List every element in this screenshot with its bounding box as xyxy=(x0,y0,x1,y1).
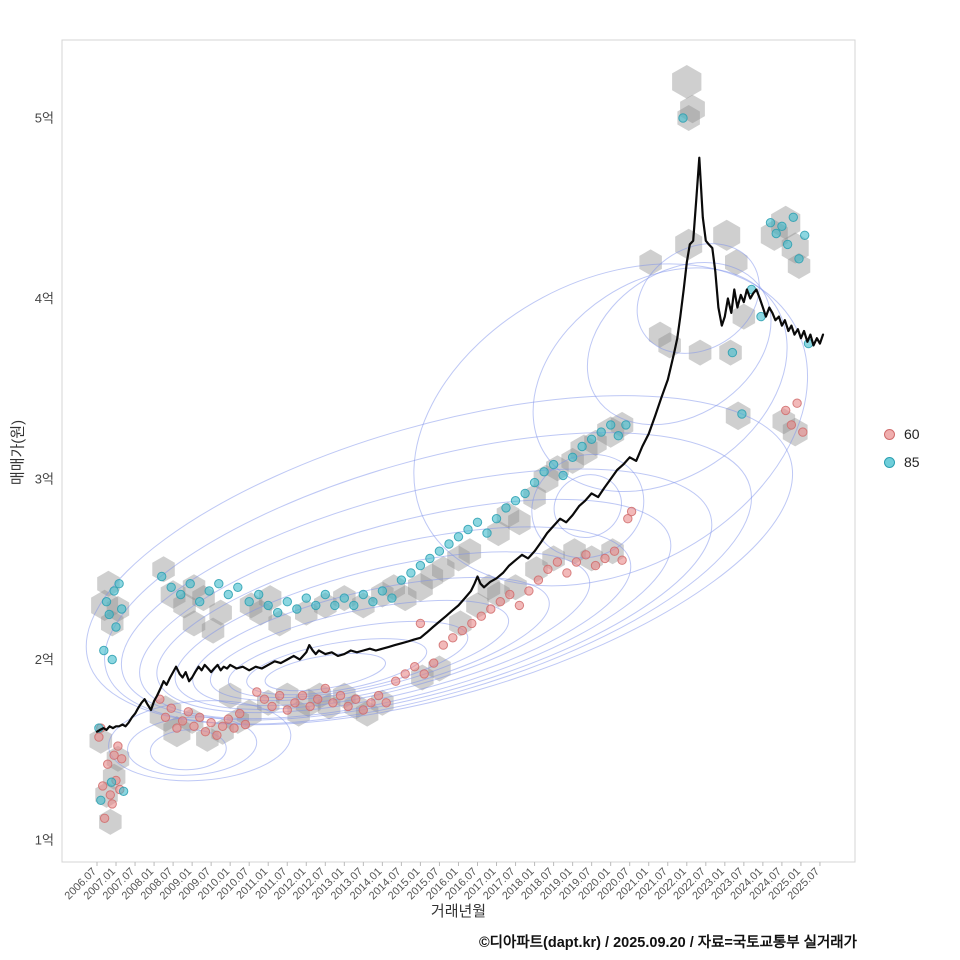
legend-label-60: 60 xyxy=(904,426,920,442)
plot-area xyxy=(85,65,825,835)
density-contours xyxy=(85,243,809,782)
x-axis-title: 거래년월 xyxy=(430,903,487,920)
svg-text:3억: 3억 xyxy=(35,472,54,487)
x-axis-ticks: 2006.072007.012007.072008.012008.072009.… xyxy=(63,862,822,902)
svg-text:2억: 2억 xyxy=(35,652,54,667)
trend-line xyxy=(95,156,825,733)
series-85-marker-icon xyxy=(884,456,895,468)
legend-item-85[interactable]: 85 xyxy=(884,454,920,470)
legend: 60 85 xyxy=(884,426,920,470)
svg-text:5억: 5억 xyxy=(35,111,54,126)
y-axis-title: 매매가(원) xyxy=(9,419,27,486)
series-85-points xyxy=(94,113,814,805)
legend-label-85: 85 xyxy=(904,454,920,470)
series-60-points xyxy=(94,398,808,823)
y-axis-ticks: 1억 2억 3억 4억 5억 xyxy=(35,111,54,848)
svg-text:1억: 1억 xyxy=(35,833,54,848)
source-caption: ©디아파트(dapt.kr) / 2025.09.20 / 자료=국토교통부 실… xyxy=(478,935,857,951)
series-60-marker-icon xyxy=(884,428,895,440)
svg-text:4억: 4억 xyxy=(35,291,54,306)
legend-item-60[interactable]: 60 xyxy=(884,426,920,442)
